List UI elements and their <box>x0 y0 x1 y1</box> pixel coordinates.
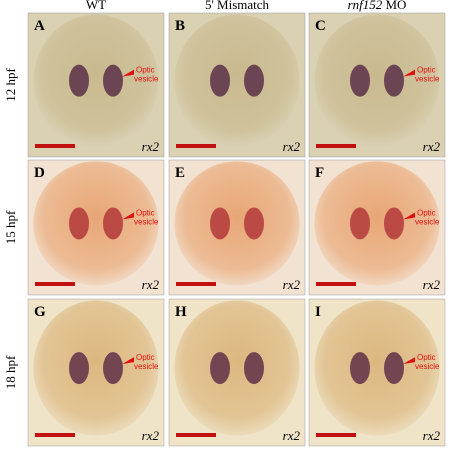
gene-label: rx2 <box>142 428 160 443</box>
gene-label: rx2 <box>283 139 301 154</box>
scale-bar <box>316 282 356 286</box>
gene-label: rx2 <box>283 428 301 443</box>
annotation-arrow <box>122 357 134 365</box>
optic-vesicle <box>103 207 123 240</box>
annotation-arrow <box>403 212 415 220</box>
embryo <box>174 14 300 147</box>
column-header: WT <box>86 0 106 12</box>
scale-bar <box>35 433 75 437</box>
optic-vesicle <box>103 64 123 97</box>
gene-label: rx2 <box>142 139 160 154</box>
annotation-arrow <box>403 69 415 77</box>
panel-letter: D <box>34 165 45 181</box>
optic-vesicle <box>103 352 123 385</box>
embryo <box>33 300 159 436</box>
scale-bar <box>176 433 216 437</box>
embryo <box>314 14 440 147</box>
annotation-arrow <box>122 212 134 220</box>
panel-letter: I <box>315 304 321 320</box>
annotation: Optic <box>136 66 155 75</box>
optic-vesicle <box>350 352 370 385</box>
header-rest: MO <box>382 0 406 12</box>
optic-vesicle <box>244 352 264 385</box>
optic-vesicle <box>384 64 404 97</box>
optic-vesicle <box>350 207 370 240</box>
annotation: Optic <box>417 353 436 362</box>
annotation: Optic <box>417 208 436 217</box>
panel-letter: B <box>175 18 185 34</box>
embryo <box>314 300 440 436</box>
annotation: vesicle <box>415 362 440 371</box>
annotation-arrow <box>122 69 134 77</box>
annotation: vesicle <box>134 75 159 84</box>
scale-bar <box>316 144 356 148</box>
optic-vesicle <box>210 207 230 240</box>
optic-vesicle <box>244 64 264 97</box>
embryo <box>314 161 440 286</box>
annotation: Optic <box>136 208 155 217</box>
gene-label: rx2 <box>142 277 160 292</box>
annotation: vesicle <box>134 362 159 371</box>
panel-letter: G <box>34 304 46 320</box>
embryo <box>33 14 159 147</box>
optic-vesicle <box>69 352 89 385</box>
row-label: 18 hpf <box>3 355 18 389</box>
optic-vesicle <box>350 64 370 97</box>
embryo <box>174 161 300 286</box>
scale-bar <box>316 433 356 437</box>
optic-vesicle <box>210 64 230 97</box>
gene-name: rnf152 <box>348 0 383 12</box>
row-label: 15 hpf <box>3 210 18 244</box>
annotation-arrow <box>403 357 415 365</box>
optic-vesicle <box>384 352 404 385</box>
embryo <box>174 300 300 436</box>
optic-vesicle <box>69 64 89 97</box>
panel-letter: E <box>175 165 185 181</box>
gene-label: rx2 <box>423 428 441 443</box>
gene-label: rx2 <box>423 139 441 154</box>
annotation: Optic <box>417 66 436 75</box>
optic-vesicle <box>69 207 89 240</box>
scale-bar <box>176 144 216 148</box>
annotation: vesicle <box>134 217 159 226</box>
gene-label: rx2 <box>283 277 301 292</box>
scale-bar <box>35 144 75 148</box>
optic-vesicle <box>384 207 404 240</box>
gene-label: rx2 <box>423 277 441 292</box>
optic-vesicle <box>210 352 230 385</box>
scale-bar <box>35 282 75 286</box>
annotation: vesicle <box>415 75 440 84</box>
scale-bar <box>176 282 216 286</box>
row-label: 12 hpf <box>3 68 18 102</box>
column-header: 5' Mismatch <box>205 0 270 12</box>
annotation: Optic <box>136 353 155 362</box>
panel-letter: F <box>315 165 324 181</box>
column-header: rnf152 MO <box>348 0 407 12</box>
embryo <box>33 161 159 286</box>
optic-vesicle <box>244 207 264 240</box>
annotation: vesicle <box>415 217 440 226</box>
panel-letter: A <box>34 18 45 34</box>
panel-letter: C <box>315 18 326 34</box>
panel-letter: H <box>175 304 187 320</box>
